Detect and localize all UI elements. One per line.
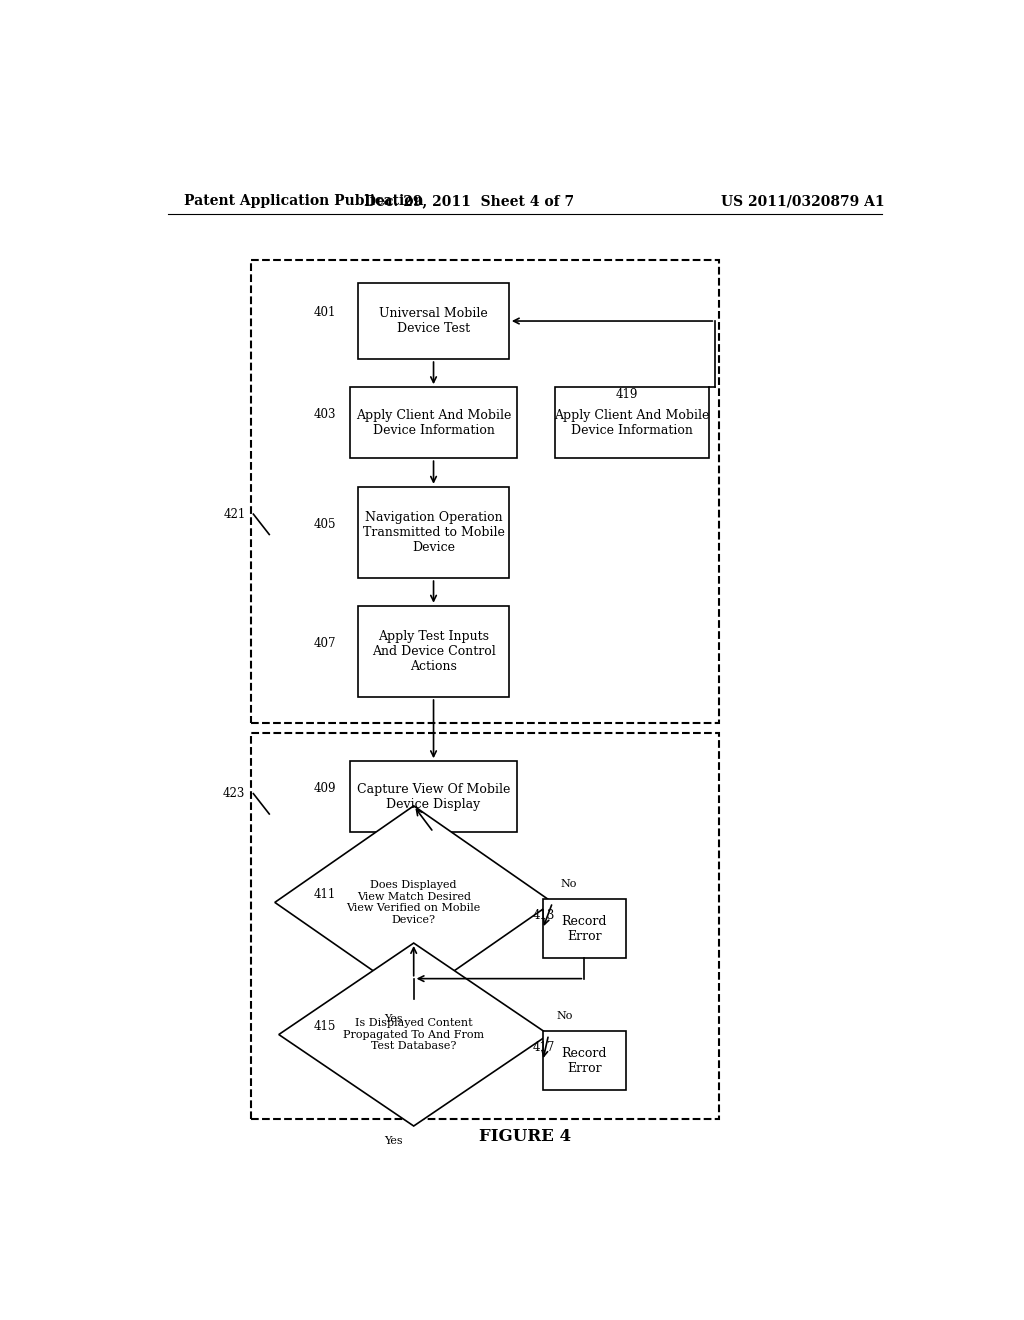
Text: 415: 415 (313, 1020, 336, 1034)
Bar (350, 387, 517, 458)
Text: Capture View Of Mobile
Device Display: Capture View Of Mobile Device Display (356, 783, 510, 810)
Text: Dec. 29, 2011  Sheet 4 of 7: Dec. 29, 2011 Sheet 4 of 7 (365, 194, 574, 209)
Text: 407: 407 (313, 636, 336, 649)
Text: Yes: Yes (385, 1014, 403, 1024)
Bar (358, 606, 509, 697)
Text: 411: 411 (313, 888, 336, 900)
Polygon shape (279, 942, 549, 1126)
Bar (555, 387, 710, 458)
Text: Apply Client And Mobile
Device Information: Apply Client And Mobile Device Informati… (356, 409, 511, 437)
Bar (543, 1031, 626, 1090)
Text: Does Displayed
View Match Desired
View Verified on Mobile
Device?: Does Displayed View Match Desired View V… (346, 880, 481, 925)
Text: Is Displayed Content
Propagated To And From
Test Database?: Is Displayed Content Propagated To And F… (343, 1018, 484, 1051)
Text: Universal Mobile
Device Test: Universal Mobile Device Test (379, 308, 487, 335)
Text: Yes: Yes (385, 1137, 403, 1146)
Text: 421: 421 (223, 508, 246, 520)
Text: 401: 401 (313, 306, 336, 319)
Bar (251, 260, 719, 722)
Bar (358, 487, 509, 578)
Text: Patent Application Publication: Patent Application Publication (183, 194, 423, 209)
Text: Apply Test Inputs
And Device Control
Actions: Apply Test Inputs And Device Control Act… (372, 630, 496, 673)
Text: 419: 419 (616, 388, 638, 401)
Text: 409: 409 (313, 781, 336, 795)
Polygon shape (274, 805, 553, 999)
Text: US 2011/0320879 A1: US 2011/0320879 A1 (721, 194, 885, 209)
Bar (543, 899, 626, 958)
Text: Apply Client And Mobile
Device Information: Apply Client And Mobile Device Informati… (554, 409, 710, 437)
Text: 423: 423 (223, 787, 246, 800)
Bar (358, 282, 509, 359)
Text: Record
Error: Record Error (561, 1047, 607, 1074)
Text: FIGURE 4: FIGURE 4 (479, 1127, 570, 1144)
Text: No: No (560, 879, 577, 890)
Bar (251, 733, 719, 1119)
Text: 417: 417 (532, 1041, 555, 1055)
Bar (350, 762, 517, 833)
Text: Navigation Operation
Transmitted to Mobile
Device: Navigation Operation Transmitted to Mobi… (362, 511, 505, 554)
Text: 403: 403 (313, 408, 336, 421)
Text: 413: 413 (532, 909, 555, 923)
Text: No: No (557, 1011, 572, 1022)
Text: 405: 405 (313, 517, 336, 531)
Text: Record
Error: Record Error (561, 915, 607, 942)
